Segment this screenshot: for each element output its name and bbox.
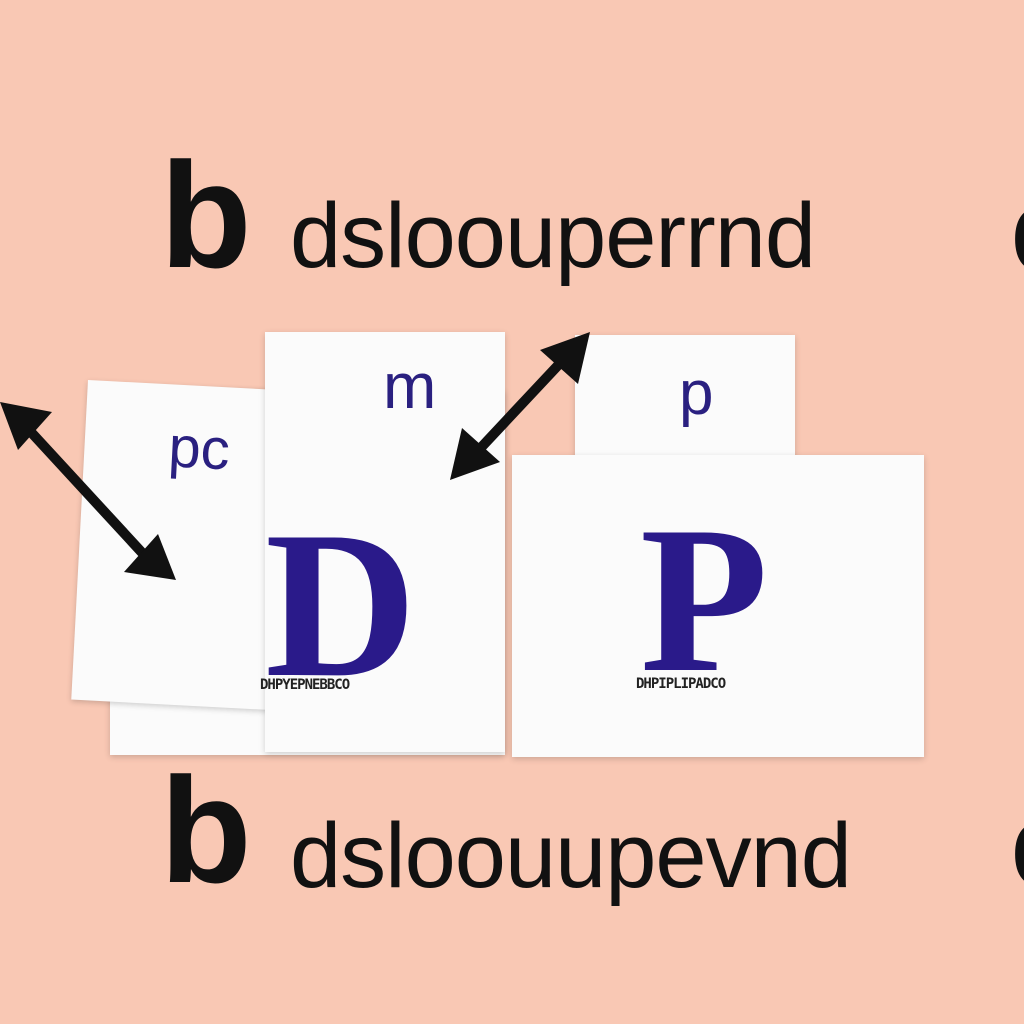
top-word: dsloouperrnd [290,185,816,287]
bottom-word: dsloouupevnd [290,805,852,907]
card-main-letter-d: D [265,489,417,721]
card-small-label-p: p [679,359,714,428]
card-caption-left: DHPYEPNEBBCO [260,677,350,693]
bottom-big-letter: b [160,746,252,914]
double-headed-arrow-icon [0,402,176,580]
top-edge-letter: c [1010,170,1024,290]
card-caption-right: DHPIPLIPADCO [636,676,726,692]
right-top-card: p [575,335,795,465]
left-middle-card: m [265,332,505,752]
double-headed-arrow-icon [450,332,590,480]
card-small-label-m: m [383,350,437,422]
bottom-edge-letter: c [1010,785,1024,905]
card-main-letter-p: P [640,484,769,716]
right-front-card: P DHPIPLIPADCO [512,455,924,757]
top-big-letter: b [160,131,252,299]
